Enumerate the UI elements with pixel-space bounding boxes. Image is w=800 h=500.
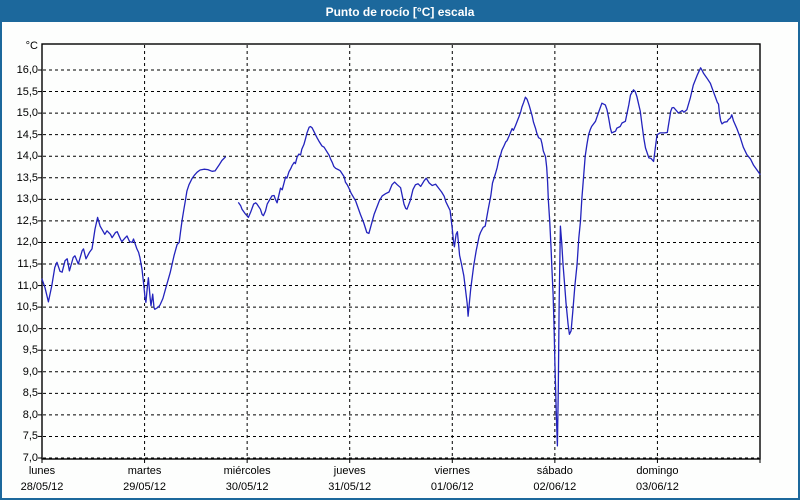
y-axis-tick-label: 7,5 [22,430,38,443]
x-axis-day-name: martes [127,465,162,477]
y-axis-tick-label: 8,5 [22,387,38,400]
plot-frame [41,43,761,460]
x-axis-day-name: viernes [434,465,471,477]
title-bar: Punto de rocío [°C] escala [2,2,798,22]
y-axis-tick-label: 7,0 [22,452,38,464]
x-axis-day-name: sábado [536,465,573,477]
y-axis-tick-label: 15,5 [16,85,38,98]
x-axis-day-name: domingo [636,465,679,477]
y-axis-tick-label: 14,5 [16,128,38,141]
dew-point-line [41,67,761,447]
y-axis-tick-label: 14,0 [16,150,38,163]
y-axis-tick-label: 9,5 [22,344,38,357]
y-axis-tick-label: 11,0 [17,279,38,292]
x-axis-day-name: lunes [28,465,56,477]
chart-area: °C 16,0 15,5 15,0 14,5 14,0 13,5 13,0 12,5 12,0 11… [2,22,798,498]
plot-canvas [38,43,761,463]
y-axis-tick-label: 13,5 [16,171,38,184]
x-axis-day-date: 03/06/12 [636,481,679,493]
y-axis-tick-label: 11,5 [17,258,38,270]
x-axis-day-name: miércoles [223,465,271,477]
y-axis-tick-label: 9,0 [22,365,38,378]
y-axis-tick-label: 13,0 [16,193,38,206]
x-axis-day-date: 31/05/12 [328,481,372,493]
x-axis-day-date: 29/05/12 [123,481,166,493]
x-axis-day-date: 01/06/12 [430,481,474,493]
y-axis-tick-label: 8,0 [22,408,38,421]
y-axis-tick-label: 10,0 [16,322,38,335]
x-axis-day-date: 02/06/12 [533,481,577,493]
y-axis-tick-label: 16,0 [16,64,38,76]
x-axis-day-name: jueves [333,465,366,477]
y-axis-tick-label: 12,0 [16,236,38,249]
x-axis-day-date: 28/05/12 [20,481,64,493]
y-axis-tick-label: 15,0 [16,107,38,120]
y-axis-unit-label: °C [25,40,38,52]
y-axis-tick-label: 12,5 [16,214,38,227]
window-title: Punto de rocío [°C] escala [325,5,475,19]
x-axis-day-date: 30/05/12 [225,481,269,493]
y-axis-tick-label: 10,5 [16,301,38,314]
